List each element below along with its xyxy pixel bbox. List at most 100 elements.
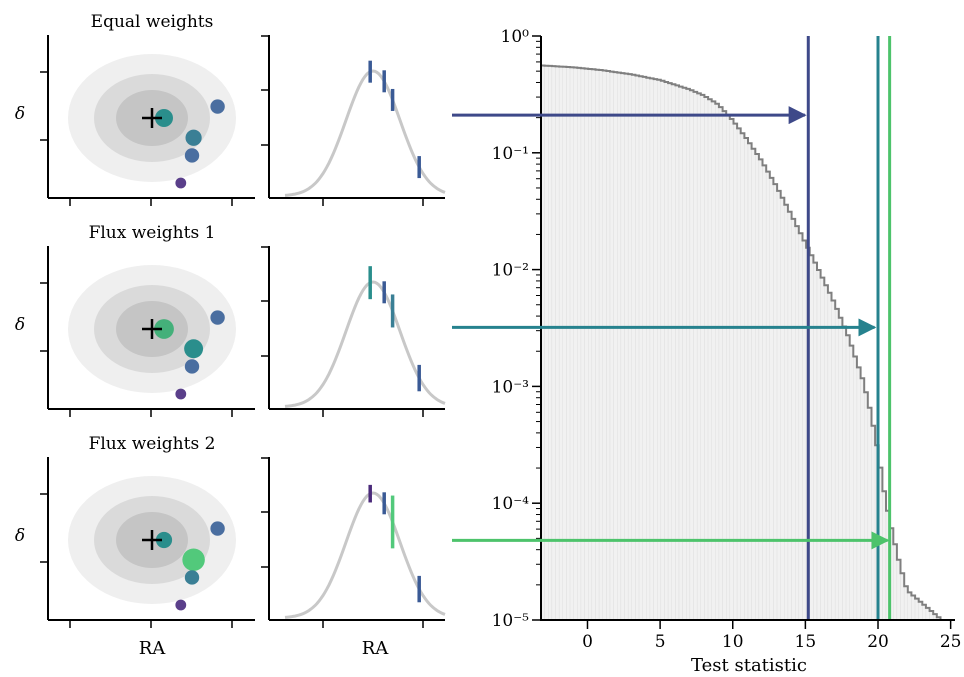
histogram-bar: [758, 159, 763, 621]
ra-distribution: [261, 457, 446, 628]
histogram-bar: [726, 114, 731, 621]
y-tick-label: 10⁻³: [492, 377, 529, 397]
histogram-bar: [802, 240, 807, 621]
histogram-bar: [729, 118, 734, 621]
histogram-bar: [635, 75, 640, 621]
histogram-bar: [740, 133, 745, 621]
sky-map: [40, 35, 255, 206]
histogram-bar: [642, 76, 647, 621]
histogram-bar: [627, 73, 632, 621]
y-tick-label: 10⁻⁴: [492, 494, 530, 514]
source-marker: [182, 548, 205, 572]
source-marker: [154, 319, 174, 339]
histogram-bar: [842, 326, 847, 621]
histogram-bar: [856, 367, 861, 621]
y-tick-label: 10⁻¹: [492, 144, 529, 164]
histogram-bar: [577, 67, 582, 621]
histogram-bar: [580, 68, 585, 621]
histogram-bar: [762, 165, 767, 621]
histogram-bar: [824, 284, 829, 621]
histogram-bar: [845, 335, 850, 621]
histogram-bar: [755, 153, 760, 621]
dec-axis-label: δ: [15, 526, 25, 546]
histogram-bar: [798, 233, 803, 621]
source-marker: [210, 99, 225, 114]
histogram-bar: [649, 78, 654, 621]
histogram-bar: [638, 76, 643, 621]
histogram-bar: [809, 255, 814, 621]
x-axis-label: Test statistic: [691, 655, 807, 676]
histogram-bar: [544, 65, 549, 621]
survival-curve: [541, 64, 942, 621]
histogram-bar: [606, 70, 611, 621]
histogram-bar: [646, 77, 651, 621]
gaussian-curve: [284, 491, 446, 619]
histogram-bar: [791, 218, 796, 621]
y-tick-label: 10⁰: [501, 27, 530, 47]
source-marker: [155, 109, 173, 127]
histogram-bar: [838, 317, 843, 621]
source-marker: [210, 310, 225, 325]
histogram-bar: [736, 128, 741, 621]
histogram-bar: [718, 106, 723, 621]
sky-map: [40, 246, 255, 417]
source-marker: [210, 521, 225, 536]
histogram-bar: [747, 143, 752, 621]
histogram-bar: [609, 71, 614, 621]
histogram-bar: [751, 148, 756, 621]
histogram-bar: [820, 277, 825, 621]
source-marker: [175, 388, 187, 400]
source-marker: [175, 177, 187, 189]
source-marker: [175, 599, 187, 611]
panel-title: Equal weights: [91, 12, 214, 32]
dec-axis-label: δ: [15, 104, 25, 124]
histogram-bar: [617, 72, 622, 621]
histogram-bar: [653, 78, 658, 621]
panel-flux-weights-2: Flux weights 2 δ: [15, 434, 446, 628]
histogram-bar: [765, 171, 770, 621]
histogram-bar: [813, 262, 818, 621]
histogram-bar: [591, 69, 596, 621]
histogram-bar: [784, 204, 789, 621]
histogram-bar: [551, 65, 556, 621]
histogram-bar: [871, 425, 876, 621]
histogram-bar: [744, 137, 749, 621]
x-tick-label: 5: [655, 632, 666, 652]
histogram-bar: [573, 67, 578, 621]
histogram-bar: [776, 190, 781, 621]
ra-distribution: [261, 35, 446, 206]
histogram-bar: [864, 392, 869, 621]
histogram-bars: [540, 65, 941, 621]
histogram-bar: [849, 345, 854, 621]
histogram-bar: [780, 197, 785, 621]
gaussian-curve: [284, 69, 446, 197]
histogram-bar: [620, 72, 625, 621]
x-tick-label: 15: [795, 632, 817, 652]
panel-title: Flux weights 2: [89, 434, 216, 454]
panel-flux-weights-1: Flux weights 1 δ: [15, 223, 446, 417]
gaussian-curve: [284, 280, 446, 408]
source-marker: [155, 531, 173, 549]
histogram-bar: [907, 592, 912, 621]
sky-map: [40, 457, 255, 628]
histogram-bar: [555, 66, 560, 621]
y-tick-label: 10⁻⁵: [492, 611, 530, 631]
histogram-bar: [853, 356, 858, 621]
histogram-bar: [562, 66, 567, 621]
histogram-bar: [624, 73, 629, 621]
source-marker: [184, 148, 200, 163]
x-tick-label: 10: [722, 632, 744, 652]
histogram-bar: [595, 69, 600, 621]
test-statistic-chart: 10⁰ 10⁻¹ 10⁻² 10⁻³ 10⁻⁴ 10⁻⁵ 0 5 10 15 20 25 Test s…: [492, 27, 962, 676]
histogram-bar: [769, 177, 774, 621]
dec-axis-label: δ: [15, 315, 25, 335]
y-tick-label: 10⁻²: [492, 261, 529, 281]
x-tick-label: 25: [940, 632, 962, 652]
histogram-bar: [787, 211, 792, 621]
histogram-bar: [613, 71, 618, 621]
histogram-bar: [795, 225, 800, 621]
histogram-bar: [827, 292, 832, 621]
histogram-bar: [566, 66, 571, 621]
histogram-bar: [733, 123, 738, 621]
histogram-bar: [558, 66, 563, 621]
